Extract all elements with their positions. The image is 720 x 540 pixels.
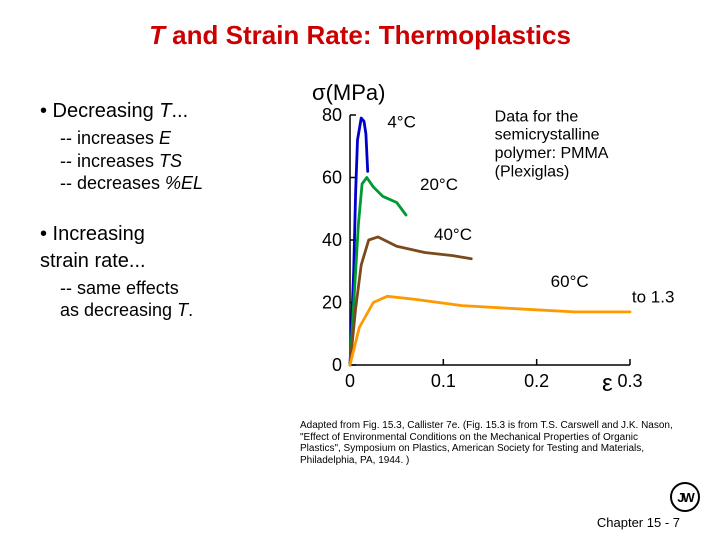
svg-text:0.1: 0.1 [431,371,456,391]
y-axis-label: σ(MPa) [312,80,385,106]
s1b-pre: -- increases [60,151,159,171]
svg-text:40°C: 40°C [434,225,472,244]
b1-lead: • Decreasing [40,100,159,122]
svg-text:semicrystalline: semicrystalline [495,127,600,144]
b1-it: T [159,100,171,122]
slide-title: T and Strain Rate: Thermoplastics [0,20,720,51]
s1c-it: %EL [165,173,203,193]
s2b-it: T [177,300,188,320]
svg-text:20: 20 [322,293,342,313]
title-rest: and Strain Rate: Thermoplastics [165,20,571,50]
svg-text:0.2: 0.2 [524,371,549,391]
sub-2a: -- same effects [60,277,290,300]
caption: Adapted from Fig. 15.3, Callister 7e. (F… [300,420,680,466]
footer: Chapter 15 - 7 [597,515,680,530]
s2b-tail: . [188,300,193,320]
svg-text:polymer: PMMA: polymer: PMMA [495,145,609,162]
s1a-it: E [159,128,171,148]
svg-text:20°C: 20°C [420,175,458,194]
b1-tail: ... [172,100,189,122]
sub-1b: -- increases TS [60,150,290,173]
publisher-logo-icon: JW [670,482,700,512]
svg-text:80: 80 [322,105,342,125]
svg-text:60: 60 [322,168,342,188]
svg-text:ε: ε [602,370,613,397]
s1b-it: TS [159,151,182,171]
s1c-pre: -- decreases [60,173,165,193]
sub-1a: -- increases E [60,127,290,150]
svg-text:0.3: 0.3 [617,371,642,391]
bullet-list: • Decreasing T... -- increases E -- incr… [40,100,290,322]
bullet-2-line2: strain rate... [40,250,290,273]
svg-text:to 1.3: to 1.3 [632,288,675,307]
bullet-1: • Decreasing T... [40,100,290,123]
svg-text:Data for the: Data for the [495,108,579,125]
svg-text:60°C: 60°C [551,272,589,291]
svg-text:0: 0 [332,355,342,375]
bullet-2: • Increasing [40,223,290,246]
chart: σ(MPa) 02040608000.10.20.3ε4°C20°C40°C60… [300,85,700,415]
s1a-pre: -- increases [60,128,159,148]
sub-2b: as decreasing T. [60,299,290,322]
svg-text:4°C: 4°C [387,113,416,132]
title-it: T [149,20,165,50]
svg-text:40: 40 [322,230,342,250]
sub-1c: -- decreases %EL [60,172,290,195]
s2b-pre: as decreasing [60,300,177,320]
chart-svg: 0 20 40 60 80 0 0.1 0.2 0.3ε 4°C 20°C 40°C 60°C Data … [300,85,700,415]
svg-text:(Plexiglas): (Plexiglas) [495,163,570,180]
svg-text:0: 0 [345,371,355,391]
